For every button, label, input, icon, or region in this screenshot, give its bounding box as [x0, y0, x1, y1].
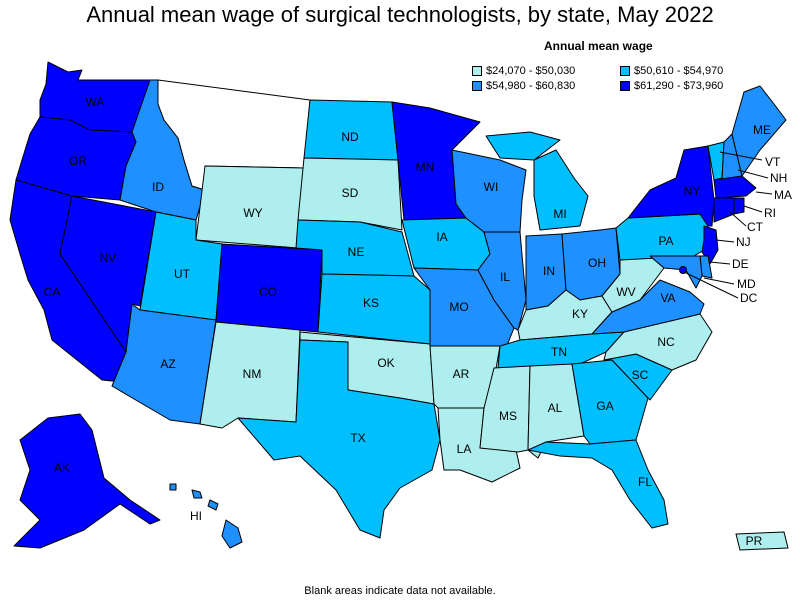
label-NH: NH	[770, 171, 787, 185]
label-SD: SD	[342, 186, 359, 200]
label-CA: CA	[44, 285, 61, 299]
label-PA: PA	[658, 234, 673, 248]
label-MO: MO	[449, 300, 468, 314]
label-WY: WY	[243, 206, 262, 220]
label-RI: RI	[764, 206, 776, 220]
label-CT: CT	[747, 220, 764, 234]
label-MA: MA	[774, 188, 792, 202]
callout-labels: VT NH MA RI CT NJ DE MD DC	[732, 155, 792, 305]
label-MD: MD	[737, 277, 756, 291]
label-OK: OK	[377, 356, 394, 370]
state-MI	[485, 131, 589, 231]
state-PR	[735, 531, 789, 551]
label-AZ: AZ	[160, 357, 175, 371]
label-DE: DE	[732, 257, 749, 271]
label-DC: DC	[740, 291, 758, 305]
state-labels: WA OR CA NV ID WY UT AZ CO NM ND SD NE K…	[44, 95, 771, 489]
label-WI: WI	[484, 180, 499, 194]
label-IL: IL	[500, 270, 510, 284]
legend-item-bin1: $50,610 - $54,970	[620, 65, 723, 77]
label-IN: IN	[543, 264, 555, 278]
legend-label: $54,980 - $60,830	[486, 80, 576, 92]
legend-item-bin0: $24,070 - $50,030	[472, 65, 575, 77]
state-FL	[527, 439, 669, 529]
label-OH: OH	[588, 256, 606, 270]
label-PR: PR	[746, 534, 763, 548]
state-DC	[679, 266, 687, 274]
label-ND: ND	[341, 130, 359, 144]
state-IL	[477, 231, 527, 331]
label-KY: KY	[572, 307, 588, 321]
legend-item-bin2: $54,980 - $60,830	[472, 80, 575, 92]
legend-swatch	[620, 81, 630, 91]
map-title: Annual mean wage of surgical technologis…	[86, 2, 714, 27]
label-UT: UT	[174, 267, 191, 281]
label-WA: WA	[86, 95, 105, 109]
label-NE: NE	[348, 245, 365, 259]
label-WV: WV	[616, 285, 635, 299]
legend-label: $61,290 - $73,960	[634, 80, 724, 92]
label-NY: NY	[684, 184, 701, 198]
label-MI: MI	[553, 207, 566, 221]
label-NM: NM	[243, 367, 262, 381]
label-AK: AK	[54, 461, 70, 475]
label-KS: KS	[363, 296, 379, 310]
label-FL: FL	[638, 475, 652, 489]
label-SC: SC	[632, 368, 649, 382]
state-MD	[649, 255, 703, 289]
label-AR: AR	[453, 367, 470, 381]
state-NJ	[701, 225, 719, 265]
state-NY	[627, 145, 715, 227]
state-HI	[169, 483, 243, 549]
legend-item-bin3: $61,290 - $73,960	[620, 80, 723, 92]
label-VT: VT	[765, 155, 781, 169]
label-MN: MN	[416, 160, 435, 174]
label-MS: MS	[499, 409, 517, 423]
legend-label: $24,070 - $50,030	[486, 65, 576, 77]
state-CT	[713, 197, 735, 223]
legend-swatch	[472, 81, 482, 91]
label-TX: TX	[350, 431, 365, 445]
label-LA: LA	[457, 442, 472, 456]
label-HI: HI	[190, 509, 202, 523]
footnote: Blank areas indicate data not available.	[304, 585, 496, 597]
label-ME: ME	[753, 123, 771, 137]
state-MA	[713, 175, 757, 199]
label-OR: OR	[69, 154, 87, 168]
label-ID: ID	[152, 180, 164, 194]
legend-label: $50,610 - $54,970	[634, 65, 724, 77]
label-GA: GA	[596, 399, 613, 413]
legend-title: Annual mean wage	[544, 39, 653, 53]
callout-lines	[683, 151, 773, 299]
state-SD	[297, 157, 403, 231]
label-VA: VA	[660, 291, 675, 305]
label-TN: TN	[551, 345, 567, 359]
state-AK	[13, 413, 161, 549]
label-AL: AL	[548, 401, 563, 415]
legend-swatch	[620, 66, 630, 76]
label-NV: NV	[100, 251, 117, 265]
state-RI	[733, 197, 745, 215]
label-IA: IA	[436, 230, 447, 244]
label-NJ: NJ	[736, 235, 751, 249]
state-TX	[237, 339, 441, 539]
label-NC: NC	[657, 335, 675, 349]
legend-swatch	[472, 66, 482, 76]
label-CO: CO	[259, 285, 277, 299]
